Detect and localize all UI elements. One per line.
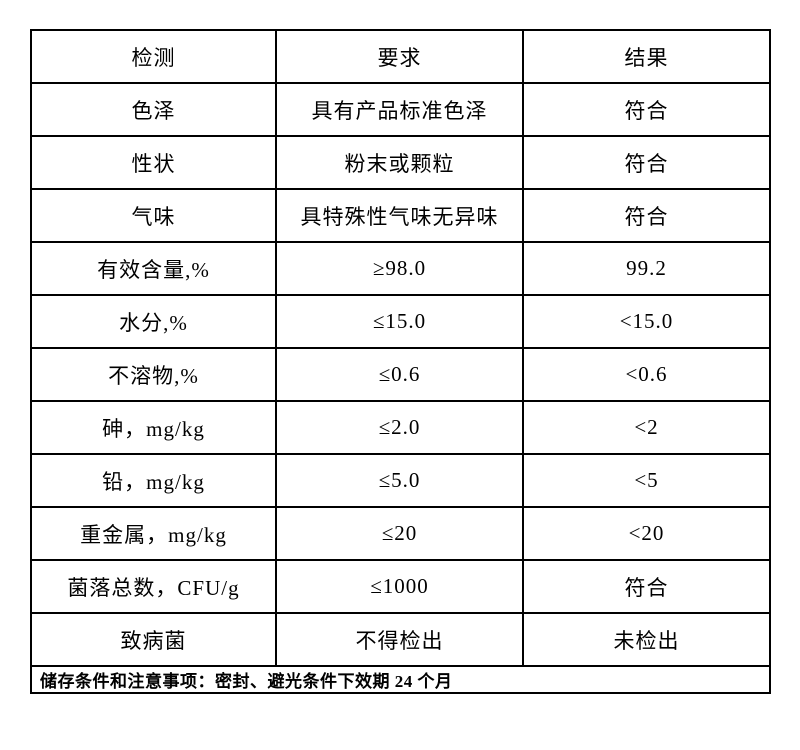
cell-item: 重金属，mg/kg: [30, 506, 277, 561]
cell-requirement: 不得检出: [275, 612, 524, 667]
cell-item: 性状: [30, 135, 277, 190]
table-row: 不溶物,% ≤0.6 <0.6: [30, 347, 771, 402]
header-result: 结果: [522, 29, 771, 84]
cell-result: <20: [522, 506, 771, 561]
cell-item: 水分,%: [30, 294, 277, 349]
cell-requirement: 粉末或颗粒: [275, 135, 524, 190]
table-row: 气味 具特殊性气味无异味 符合: [30, 188, 771, 243]
cell-result: 符合: [522, 559, 771, 614]
cell-item: 菌落总数，CFU/g: [30, 559, 277, 614]
table-row: 菌落总数，CFU/g ≤1000 符合: [30, 559, 771, 614]
table-row: 有效含量,% ≥98.0 99.2: [30, 241, 771, 296]
table-row: 铅，mg/kg ≤5.0 <5: [30, 453, 771, 508]
cell-requirement: ≤20: [275, 506, 524, 561]
cell-requirement: 具有产品标准色泽: [275, 82, 524, 137]
cell-item: 砷，mg/kg: [30, 400, 277, 455]
table-row: 致病菌 不得检出 未检出: [30, 612, 771, 667]
cell-result: 符合: [522, 188, 771, 243]
cell-result: <15.0: [522, 294, 771, 349]
cell-item: 有效含量,%: [30, 241, 277, 296]
inspection-table: 检测 要求 结果 色泽 具有产品标准色泽 符合 性状 粉末或颗粒 符合 气味: [30, 29, 771, 694]
table-row: 砷，mg/kg ≤2.0 <2: [30, 400, 771, 455]
cell-requirement: ≤15.0: [275, 294, 524, 349]
storage-note-row: 储存条件和注意事项：密封、避光条件下效期 24 个月: [30, 665, 771, 694]
cell-item: 气味: [30, 188, 277, 243]
cell-item: 致病菌: [30, 612, 277, 667]
cell-requirement: ≤0.6: [275, 347, 524, 402]
cell-result: 未检出: [522, 612, 771, 667]
table-row: 水分,% ≤15.0 <15.0: [30, 294, 771, 349]
header-requirement: 要求: [275, 29, 524, 84]
cell-item: 不溶物,%: [30, 347, 277, 402]
cell-result: 符合: [522, 135, 771, 190]
cell-requirement: ≥98.0: [275, 241, 524, 296]
table-row: 色泽 具有产品标准色泽 符合: [30, 82, 771, 137]
cell-item: 铅，mg/kg: [30, 453, 277, 508]
cell-item: 色泽: [30, 82, 277, 137]
cell-requirement: ≤5.0: [275, 453, 524, 508]
cell-requirement: 具特殊性气味无异味: [275, 188, 524, 243]
cell-result: 99.2: [522, 241, 771, 296]
cell-result: <5: [522, 453, 771, 508]
storage-note: 储存条件和注意事项：密封、避光条件下效期 24 个月: [30, 665, 771, 694]
table-row: 重金属，mg/kg ≤20 <20: [30, 506, 771, 561]
table-row: 性状 粉末或颗粒 符合: [30, 135, 771, 190]
cell-requirement: ≤2.0: [275, 400, 524, 455]
cell-result: <0.6: [522, 347, 771, 402]
header-test: 检测: [30, 29, 277, 84]
inspection-table-wrapper: 检测 要求 结果 色泽 具有产品标准色泽 符合 性状 粉末或颗粒 符合 气味: [30, 29, 771, 694]
header-row: 检测 要求 结果: [30, 29, 771, 84]
cell-result: 符合: [522, 82, 771, 137]
cell-requirement: ≤1000: [275, 559, 524, 614]
cell-result: <2: [522, 400, 771, 455]
